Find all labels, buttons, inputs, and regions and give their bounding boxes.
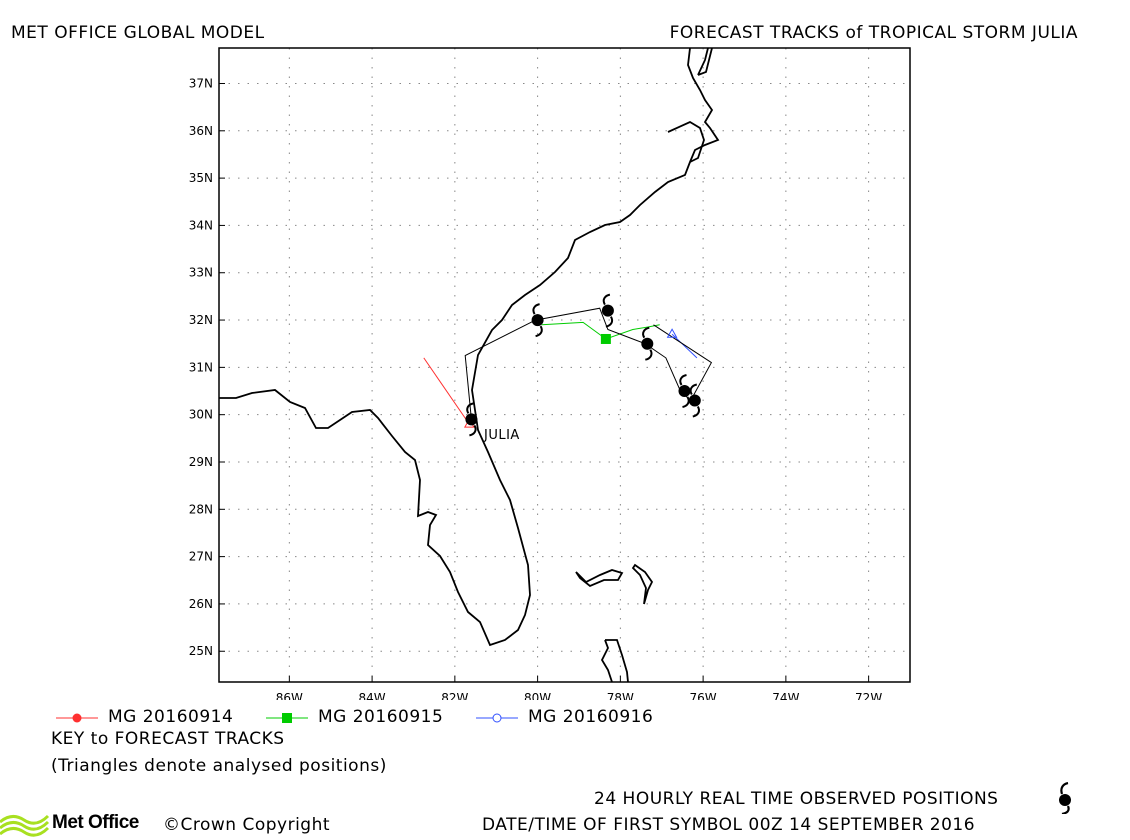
forecast-title: FORECAST TRACKS of TROPICAL STORM JULIA xyxy=(669,23,1078,43)
hurricane-symbol-icon xyxy=(531,303,544,338)
hurricane-symbol-icon xyxy=(678,374,691,408)
map-frame xyxy=(218,47,911,683)
lat-tick-label: 32N xyxy=(189,313,213,327)
island-grand-bahama xyxy=(575,569,624,588)
legend-label: MG 20160916 xyxy=(528,707,654,727)
lon-tick-label: 74W xyxy=(772,691,799,700)
track-mg-20160915 xyxy=(541,321,660,340)
map-grid xyxy=(219,48,910,682)
lat-tick-label: 31N xyxy=(189,360,213,374)
lat-tick-label: 28N xyxy=(189,502,213,516)
lat-tick-label: 34N xyxy=(189,218,213,232)
coastline-cape xyxy=(697,48,713,76)
lon-tick-label: 78W xyxy=(607,691,634,700)
lat-tick-label: 36N xyxy=(189,124,213,138)
legend-label: MG 20160915 xyxy=(318,707,444,727)
legend-item-mg-20160916: MG 20160916 xyxy=(476,707,686,729)
key-title: KEY to FORECAST TRACKS xyxy=(51,729,285,749)
hurricane-symbol-icon xyxy=(1059,782,1071,814)
lon-tick-label: 86W xyxy=(276,691,303,700)
legend-swatch-red xyxy=(56,713,98,723)
observed-positions xyxy=(465,293,701,437)
island-abaco xyxy=(631,563,654,605)
legend-item-mg-20160915: MG 20160915 xyxy=(266,707,476,729)
hurricane-symbol-icon xyxy=(465,402,478,437)
lat-tick-label: 27N xyxy=(189,550,213,564)
coastline-sound xyxy=(667,120,705,163)
lat-tick-label: 35N xyxy=(189,171,213,185)
lon-tick-label: 72W xyxy=(855,691,882,700)
legend-swatch-blue xyxy=(476,713,518,723)
analysed-position-triangle xyxy=(666,328,678,338)
track-observed xyxy=(464,307,713,420)
lat-tick-label: 26N xyxy=(189,597,213,611)
met-office-logo-text: Met Office xyxy=(52,812,139,833)
lat-tick-label: 29N xyxy=(189,455,213,469)
lat-tick-label: 37N xyxy=(189,76,213,90)
island-andros xyxy=(600,639,629,682)
first-symbol-datetime: DATE/TIME OF FIRST SYMBOL 00Z 14 SEPTEMB… xyxy=(482,815,976,835)
hurricane-symbol-icon xyxy=(688,383,701,418)
lat-tick-label: 30N xyxy=(189,408,213,422)
observed-positions-label: 24 HOURLY REAL TIME OBSERVED POSITIONS xyxy=(594,789,999,809)
axis-ticks: 86W 84W 82W 80W 78W 76W 74W 72W 37N 36N 35N 34N 33N 3… xyxy=(189,76,883,700)
hurricane-symbol-icon xyxy=(641,326,654,361)
model-position-square xyxy=(600,333,611,344)
lon-tick-label: 76W xyxy=(690,691,717,700)
coastline xyxy=(219,48,720,682)
track-mg-20160914 xyxy=(423,357,470,425)
lon-tick-label: 84W xyxy=(359,691,386,700)
lon-tick-label: 80W xyxy=(524,691,551,700)
key-note: (Triangles denote analysed positions) xyxy=(51,756,387,776)
hurricane-symbol-icon xyxy=(601,293,614,328)
lat-tick-label: 25N xyxy=(189,644,213,658)
track-mg-20160916 xyxy=(671,333,698,359)
copyright: ©Crown Copyright xyxy=(163,815,331,835)
legend-item-mg-20160914: MG 20160914 xyxy=(56,707,266,729)
lon-tick-label: 82W xyxy=(441,691,468,700)
met-office-logo-icon xyxy=(0,814,50,837)
lat-tick-label: 33N xyxy=(189,266,213,280)
map-title: MET OFFICE GLOBAL MODEL xyxy=(11,23,265,43)
forecast-map: 86W 84W 82W 80W 78W 76W 74W 72W 37N 36N 35N 34N 33N 3… xyxy=(189,47,911,700)
legend-label: MG 20160914 xyxy=(108,707,234,727)
legend-swatch-green xyxy=(266,713,308,723)
storm-label: JULIA xyxy=(483,428,520,443)
